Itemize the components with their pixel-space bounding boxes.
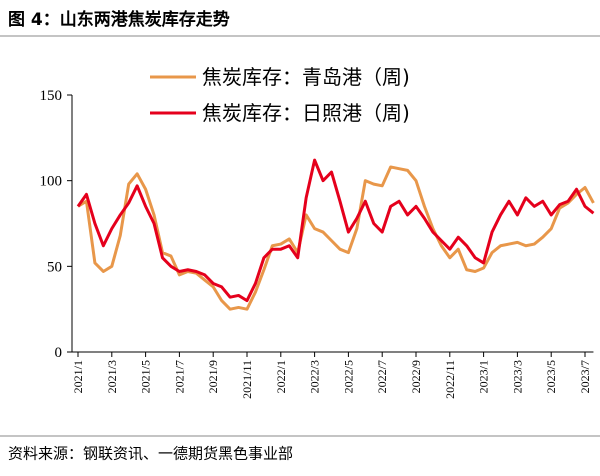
- series-line: [77, 165, 595, 311]
- series-line: [76, 158, 595, 303]
- y-tick-label: 50: [47, 259, 62, 275]
- x-tick-label: 2022/3: [308, 360, 322, 393]
- y-tick-label: 150: [40, 88, 63, 104]
- x-tick-label: 2021/5: [139, 360, 153, 393]
- x-tick-label: 2021/9: [206, 360, 220, 393]
- y-tick-label: 0: [55, 345, 63, 361]
- x-tick-label: 2022/1: [274, 360, 288, 393]
- x-tick-label: 2023/5: [544, 360, 558, 393]
- legend-label: 焦炭库存：日照港（周): [202, 101, 410, 125]
- x-tick-label: 2021/1: [71, 360, 85, 393]
- x-tick-label: 2022/11: [443, 360, 457, 399]
- x-tick-label: 2022/7: [375, 360, 389, 393]
- source: 资料来源：钢联资讯、一德期货黑色事业部: [8, 445, 293, 463]
- legend-label: 焦炭库存：青岛港（周): [202, 65, 410, 89]
- x-tick-label: 2023/7: [578, 360, 592, 393]
- x-tick-label: 2023/3: [510, 360, 524, 393]
- x-tick-label: 2022/9: [409, 360, 423, 393]
- x-tick-label: 2021/11: [240, 360, 254, 399]
- chart-title: 图 4：山东两港焦炭库存走势: [8, 9, 230, 30]
- x-tick-label: 2023/1: [477, 360, 491, 393]
- x-tick-label: 2021/7: [172, 360, 186, 393]
- title-bar: [0, 0, 600, 36]
- y-tick-label: 100: [40, 174, 63, 190]
- x-tick-label: 2021/3: [105, 360, 119, 393]
- x-tick-label: 2022/5: [341, 360, 355, 393]
